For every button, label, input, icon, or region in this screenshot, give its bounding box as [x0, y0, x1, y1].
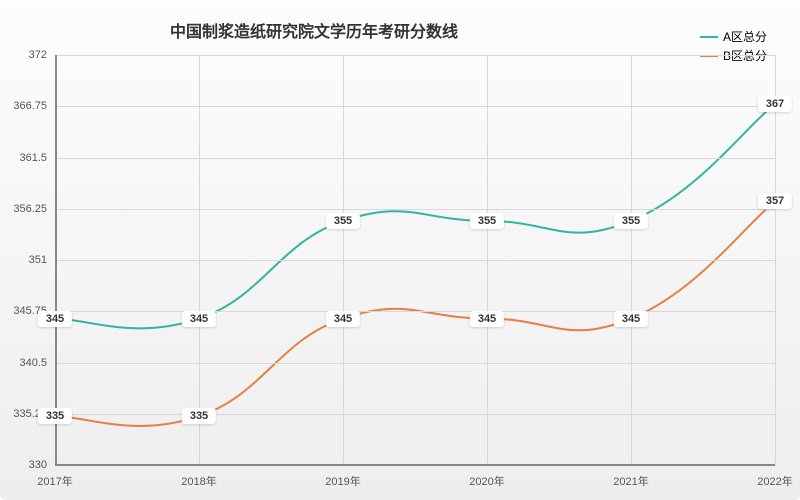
chart-title: 中国制浆造纸研究院文学历年考研分数线 [170, 18, 458, 42]
grid-line-h [55, 55, 775, 56]
data-label: 355 [614, 213, 648, 229]
plot-area: 330335.25340.5345.75351356.25361.5366.75… [55, 55, 775, 465]
chart-container: 中国制浆造纸研究院文学历年考研分数线 A区总分 B区总分 330335.2534… [0, 0, 800, 500]
data-label: 335 [182, 408, 216, 424]
data-label: 345 [182, 311, 216, 327]
legend-item-a[interactable]: A区总分 [700, 28, 767, 45]
data-label: 335 [38, 408, 72, 424]
data-label: 357 [758, 193, 792, 209]
grid-line-h [55, 311, 775, 312]
data-label: 345 [614, 311, 648, 327]
grid-line-v [775, 55, 776, 465]
data-label: 345 [38, 311, 72, 327]
grid-line-h [55, 414, 775, 415]
grid-line-h [55, 158, 775, 159]
data-label: 345 [326, 311, 360, 327]
legend-swatch-a [700, 36, 718, 38]
x-axis-label: 2022年 [757, 473, 792, 489]
grid-line-v [631, 55, 632, 465]
x-axis-label: 2020年 [469, 473, 504, 489]
x-axis-label: 2019年 [325, 473, 360, 489]
y-axis-label: 361.5 [19, 152, 47, 164]
series-line-1 [55, 201, 775, 426]
data-label: 345 [470, 311, 504, 327]
axis-line [55, 55, 57, 465]
grid-line-h [55, 363, 775, 364]
x-axis-label: 2018年 [181, 473, 216, 489]
y-axis-label: 366.75 [13, 100, 47, 112]
grid-line-h [55, 260, 775, 261]
y-axis-label: 340.5 [19, 357, 47, 369]
y-axis-label: 351 [29, 254, 47, 266]
grid-line-h [55, 106, 775, 107]
series-line-0 [55, 104, 775, 329]
grid-line-h [55, 209, 775, 210]
grid-line-v [487, 55, 488, 465]
y-axis-label: 356.25 [13, 203, 47, 215]
y-axis-label: 372 [29, 49, 47, 61]
data-label: 355 [326, 213, 360, 229]
data-label: 367 [758, 96, 792, 112]
data-label: 355 [470, 213, 504, 229]
axis-line [55, 464, 775, 466]
x-axis-label: 2021年 [613, 473, 648, 489]
y-axis-label: 330 [29, 459, 47, 471]
legend-label-a: A区总分 [723, 28, 767, 45]
x-axis-label: 2017年 [37, 473, 72, 489]
grid-line-v [343, 55, 344, 465]
grid-line-v [199, 55, 200, 465]
